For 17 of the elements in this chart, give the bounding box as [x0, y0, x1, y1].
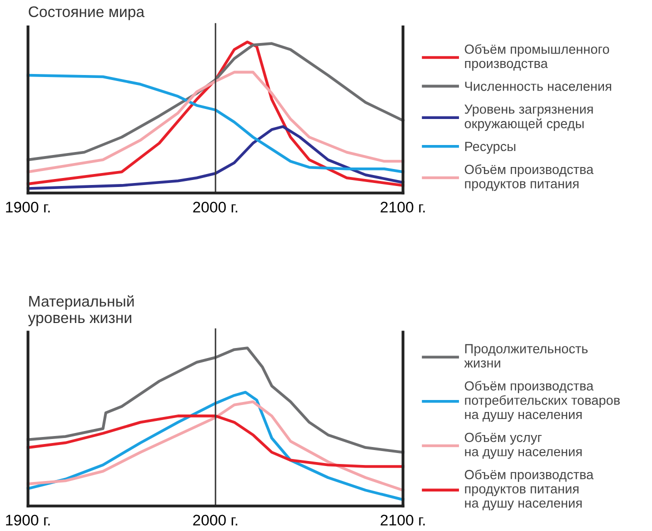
x-tick-label: 1900 г.: [6, 202, 50, 213]
legend-label: Уровень загрязнения окружающей среды: [464, 104, 593, 131]
x-tick-label: 1900 г.: [6, 514, 50, 526]
legend-label: Объём услуг на душу населения: [464, 432, 582, 459]
legend-label: Численность населения: [465, 82, 612, 91]
legend-label: Объём производства продуктов питания: [464, 164, 594, 191]
legend-label: Объём производства потребительских товаров на душу населения: [464, 380, 620, 422]
x-tick-label: 2000 г.: [193, 202, 238, 213]
legend-label: Продолжительность жизни: [464, 344, 588, 368]
legend-label: Объём производства продуктов питания на душу населения: [464, 469, 594, 510]
legend-label: Объём промышленного производства: [464, 44, 610, 71]
x-tick-label: 2000 г.: [193, 514, 238, 526]
legend-label: Ресурсы: [465, 142, 516, 154]
x-tick-label: 2100 г.: [380, 514, 425, 526]
chart-title: Материальный уровень жизни: [28, 295, 134, 326]
x-tick-label: 2100 г.: [380, 202, 425, 213]
chart-title: Состояние мира: [28, 6, 145, 20]
